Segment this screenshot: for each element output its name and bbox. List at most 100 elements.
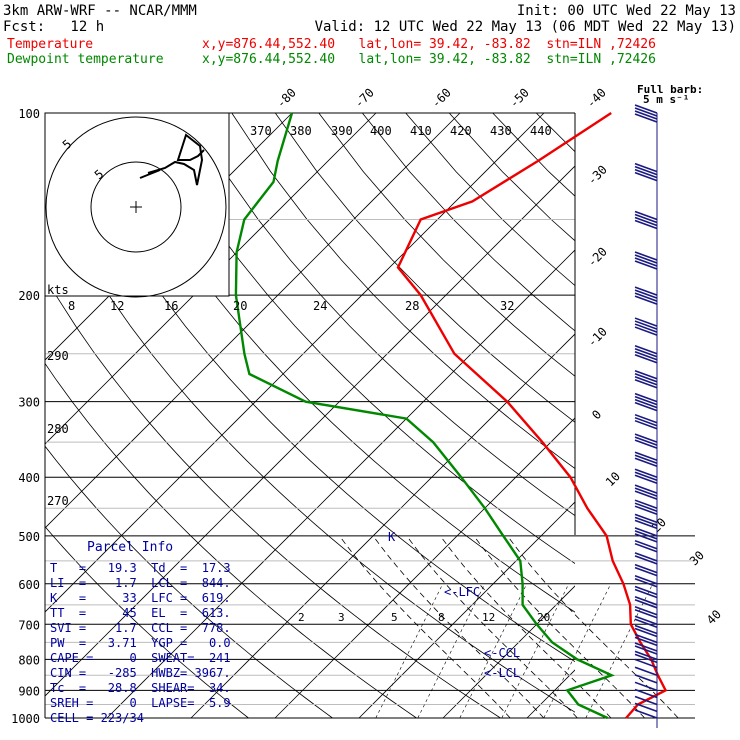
wind-barb <box>634 502 658 512</box>
pressure-label: 400 <box>18 471 40 485</box>
wind-barb <box>634 286 658 296</box>
dry-adiabat <box>274 113 575 423</box>
parcel-info-row: Tc = 28.8 SHEAR= 34. <box>50 681 231 695</box>
hodo-tick: 12 <box>110 299 124 313</box>
wind-barb <box>634 709 658 719</box>
parcel-info-row: SREH = 0 LAPSE= 5.9 <box>50 696 231 710</box>
wind-barb <box>634 468 658 478</box>
pressure-label: 1000 <box>11 712 40 726</box>
parcel-info-row: LI = 1.7 LCL = 844. <box>50 576 231 590</box>
wind-barb <box>634 257 658 267</box>
wind-barb <box>634 499 658 509</box>
title-line-2-right: Valid: 12 UTC Wed 22 May 13 (06 MDT Wed … <box>314 19 736 35</box>
mixing-ratio-line <box>501 583 570 719</box>
wind-barb <box>634 608 658 619</box>
isotherm-label: 20 <box>649 515 669 535</box>
isotherm-label: 40 <box>704 607 724 627</box>
wind-barb <box>634 345 658 355</box>
wind-barb <box>634 213 658 224</box>
wind-barb <box>634 605 658 616</box>
wind-barb <box>634 260 658 270</box>
pressure-label: 100 <box>18 107 40 121</box>
mixing-ratio-line <box>543 583 612 719</box>
dry-adiabat <box>405 113 575 287</box>
pressure-label: 600 <box>18 578 40 592</box>
wind-barb <box>634 505 658 515</box>
parcel-info-row: CELL = 223/34 <box>50 711 144 725</box>
mixing-ratio-labels: 2 3 5 8 12 20 <box>298 611 550 624</box>
wind-barb <box>634 702 658 713</box>
title-line-1-left: 3km ARW-WRF -- NCAR/MMM <box>3 3 197 19</box>
dry-adiabat <box>710 113 740 718</box>
temperature-trace <box>396 111 668 719</box>
wind-barb <box>634 165 658 176</box>
wind-barb <box>634 398 658 409</box>
isotherm-label: -30 <box>585 162 610 187</box>
wind-barb <box>634 566 658 577</box>
dry-adiabat <box>667 113 740 718</box>
theta-label: 420 <box>450 124 472 138</box>
parcel-info-title: Parcel Info <box>87 540 173 555</box>
pressure-label: 500 <box>18 530 40 544</box>
lcl-marker: <-LCL <box>484 666 520 680</box>
hodograph-ring-outer <box>45 116 227 298</box>
wind-barb <box>634 395 658 406</box>
isotherm-label: -40 <box>584 85 609 110</box>
dry-adiabat <box>144 113 575 564</box>
wind-barb <box>634 373 658 383</box>
wind-barb <box>634 413 658 424</box>
wind-barb <box>634 401 658 412</box>
wind-barb <box>634 484 658 494</box>
wind-barb <box>634 533 658 543</box>
isotherm-line <box>45 113 461 529</box>
parcel-k-marker: K <box>388 530 396 544</box>
wind-barb <box>634 588 658 599</box>
wind-barb <box>634 633 658 644</box>
wind-barb <box>634 110 658 120</box>
wind-barb <box>634 688 658 699</box>
wind-barb <box>634 642 658 652</box>
pressure-label: 700 <box>18 618 40 632</box>
wind-barb <box>634 695 658 706</box>
hodo-tick: 20 <box>233 299 247 313</box>
mixing-ratio-line <box>417 583 486 719</box>
wind-barb <box>634 433 658 443</box>
wind-barb <box>634 104 658 114</box>
dry-adiabat <box>580 113 740 718</box>
wind-barb <box>634 351 658 361</box>
wind-barb <box>634 471 658 481</box>
theta-labels: 370 380 390 400 410 420 430 440 290 280 … <box>47 124 552 508</box>
isotherm-label: 30 <box>687 548 707 568</box>
wind-barb <box>634 599 658 609</box>
isotherm-line <box>695 113 740 718</box>
mixing-ratio-label: 3 <box>338 611 345 624</box>
hodograph-center <box>130 201 142 213</box>
wind-barb <box>634 527 658 537</box>
wind-barb <box>634 451 658 462</box>
side-theta-label: 270 <box>47 494 69 508</box>
wind-barb <box>634 563 658 574</box>
lfc-marker: <-LFC <box>444 585 480 599</box>
wind-barb <box>634 439 658 449</box>
wind-barb <box>634 317 658 327</box>
theta-label: 380 <box>290 124 312 138</box>
dry-adiabat <box>492 113 575 197</box>
wind-barb <box>634 681 658 692</box>
wind-barbs <box>634 104 658 728</box>
isotherm-line <box>190 333 575 719</box>
ccl-marker: <-CCL <box>484 646 520 660</box>
wind-barb <box>634 578 658 588</box>
dry-adiabat <box>361 113 575 332</box>
wind-barb <box>634 171 658 182</box>
wind-barb <box>634 636 658 647</box>
wind-barb <box>634 454 658 465</box>
mixing-ratio-label: 20 <box>537 611 550 624</box>
parcel-info-panel: Parcel Info T = 19.3 Td = 17.3 LI = 1.7 … <box>50 540 231 725</box>
wind-barb <box>634 219 658 230</box>
wind-barb <box>634 539 658 550</box>
wind-barb <box>634 292 658 302</box>
side-theta-label: 290 <box>47 349 69 363</box>
pressure-label: 300 <box>18 396 40 410</box>
parcel-info-row: T = 19.3 Td = 17.3 <box>50 561 231 575</box>
theta-label: 410 <box>410 124 432 138</box>
